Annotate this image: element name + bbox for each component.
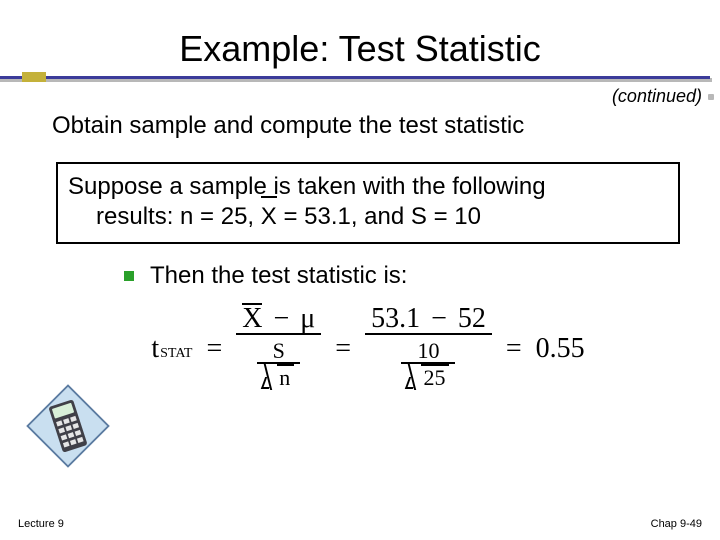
ten-over-sqrt25: 10 25 [401, 339, 455, 394]
title-area: Example: Test Statistic (continued) [0, 0, 720, 88]
box-line1: Suppose a sample is taken with the follo… [68, 173, 546, 200]
symbolic-fraction: X − μ S n [236, 304, 321, 395]
box-line2: results: n = 25, X = 53.1, and S = 10 [68, 202, 481, 232]
sqrt-25: 25 [407, 364, 449, 390]
then-row: Then the test statistic is: [124, 262, 684, 290]
equals-2: = [331, 333, 355, 365]
assumption-box: Suppose a sample is taken with the follo… [56, 162, 680, 244]
numeric-fraction: 53.1 − 52 10 25 [365, 304, 492, 395]
then-label: Then the test statistic is: [150, 262, 407, 290]
slide-body: Obtain sample and compute the test stati… [0, 88, 720, 395]
equals-3: = [502, 333, 526, 365]
lead-text: Obtain sample and compute the test stati… [52, 112, 684, 140]
s-over-sqrt-n: S n [257, 339, 300, 394]
t-stat-symbol: tSTAT [151, 333, 192, 365]
sqrt-n: n [263, 364, 294, 390]
xbar-symbol-formula: X [242, 304, 262, 333]
rule-endcap [708, 94, 714, 100]
equals-1: = [202, 333, 226, 365]
bullet-icon [124, 271, 134, 281]
xbar-symbol: X [261, 202, 277, 232]
formula: tSTAT = X − μ S n [52, 304, 684, 395]
continued-label: (continued) [612, 86, 702, 107]
calculator-icon [22, 380, 114, 472]
footer-left: Lecture 9 [18, 518, 64, 530]
result-value: 0.55 [536, 333, 585, 365]
footer-right: Chap 9-49 [651, 518, 702, 530]
page-title: Example: Test Statistic [0, 28, 720, 70]
